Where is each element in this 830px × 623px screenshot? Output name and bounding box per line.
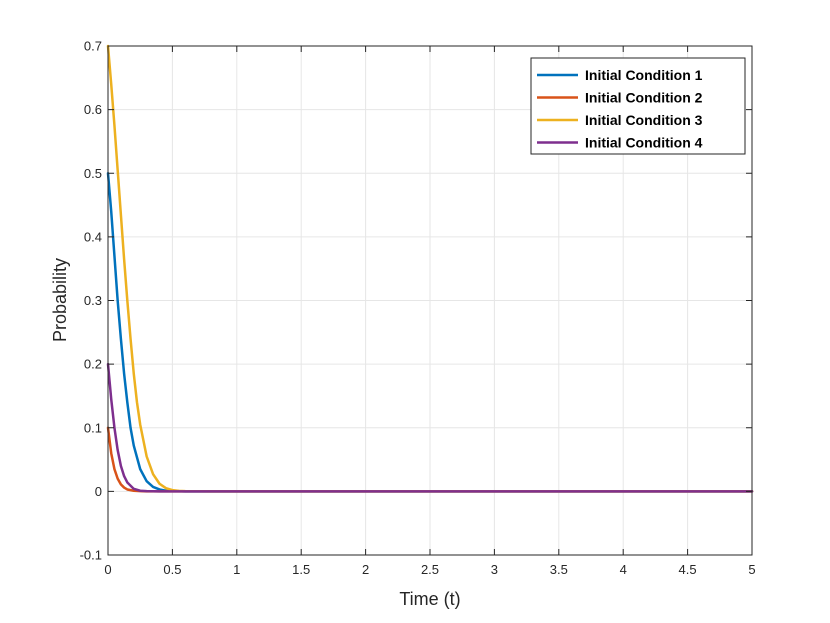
x-tick-label: 3.5 <box>550 562 568 577</box>
legend-label-2: Initial Condition 2 <box>585 90 703 106</box>
x-tick-label: 0.5 <box>163 562 181 577</box>
series-lines <box>106 44 754 493</box>
y-axis-label: Probability <box>50 258 70 342</box>
y-tick-label: 0.5 <box>84 166 102 181</box>
x-tick-label: 0 <box>104 562 111 577</box>
y-tick-label: 0.1 <box>84 420 102 435</box>
series-line-4 <box>106 362 754 493</box>
y-tick-label: 0.6 <box>84 102 102 117</box>
x-axis-label: Time (t) <box>399 589 460 609</box>
y-tick-label: 0 <box>95 484 102 499</box>
legend-label-1: Initial Condition 1 <box>585 67 703 83</box>
x-tick-label: 4.5 <box>679 562 697 577</box>
y-tick-label: 0.4 <box>84 229 102 244</box>
x-tick-label: 2 <box>362 562 369 577</box>
x-tick-label: 4 <box>620 562 627 577</box>
legend: Initial Condition 1 Initial Condition 2 In… <box>530 57 746 155</box>
x-tick-label: 1.5 <box>292 562 310 577</box>
y-tick-label: 0.7 <box>84 39 102 54</box>
y-tick-label: -0.1 <box>80 548 102 563</box>
tick-marks <box>107 45 753 556</box>
legend-label-3: Initial Condition 3 <box>585 112 703 128</box>
x-tick-label: 1 <box>233 562 240 577</box>
x-tick-label: 5 <box>748 562 755 577</box>
tick-labels: 0 0.5 1 1.5 2 2.5 3 3.5 4 4.5 5-0.100.10.20.30.40.… <box>80 39 756 578</box>
x-tick-label: 3 <box>491 562 498 577</box>
legend-label-4: Initial Condition 4 <box>585 135 703 151</box>
x-tick-label: 2.5 <box>421 562 439 577</box>
y-tick-label: 0.2 <box>84 357 102 372</box>
y-tick-label: 0.3 <box>84 293 102 308</box>
